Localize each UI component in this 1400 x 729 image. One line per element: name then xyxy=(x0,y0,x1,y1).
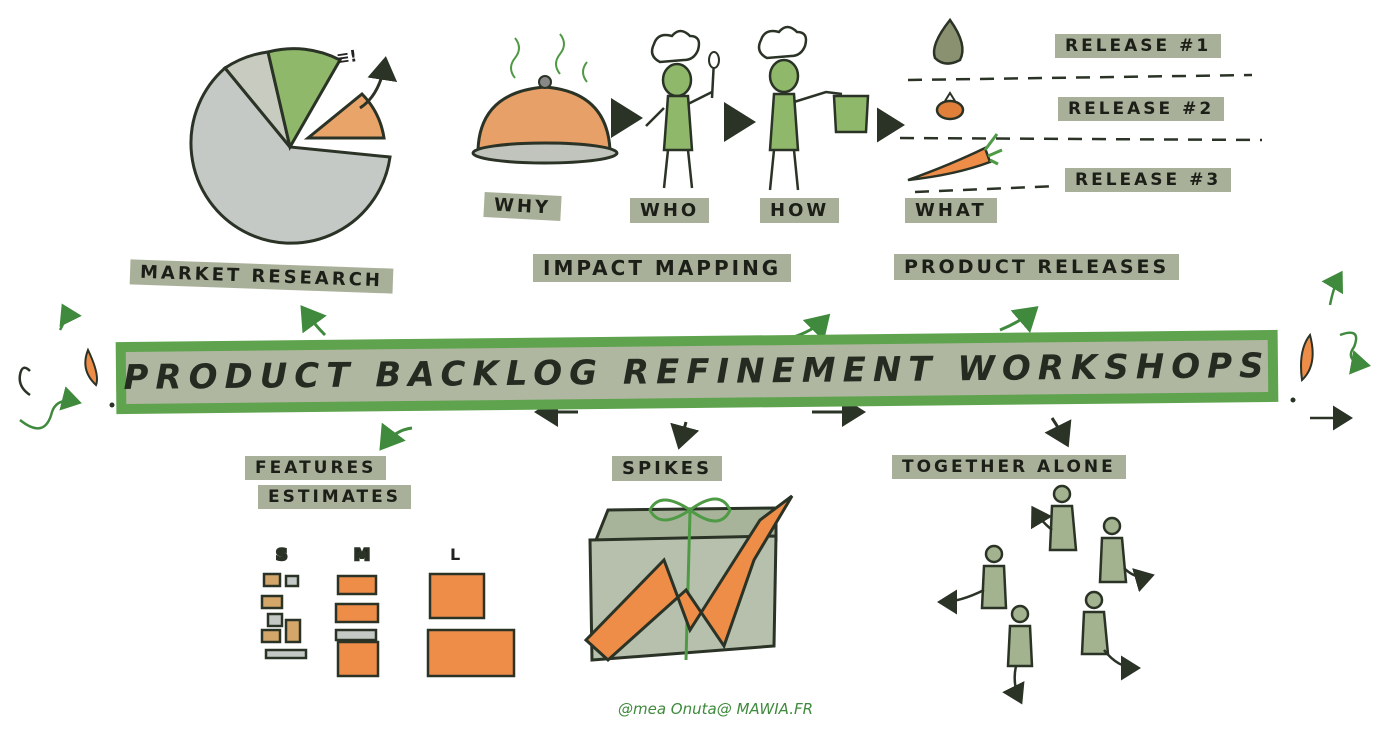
features-label: FEATURES xyxy=(245,456,387,480)
impact-mapping-label: IMPACT MAPPING xyxy=(533,254,792,282)
impact-step-what: WHAT xyxy=(905,198,997,223)
release-3-label: RELEASE #3 xyxy=(1065,168,1232,192)
credit-text: @mea Onuta@ MAWIA.FR xyxy=(618,700,814,718)
impact-step-why: WHY xyxy=(483,192,562,221)
product-releases-label: PRODUCT RELEASES xyxy=(894,254,1180,280)
right-doodle-icon xyxy=(1290,270,1371,431)
food-cloche-icon xyxy=(471,33,619,165)
chef-icon xyxy=(645,29,720,189)
left-doodle-icon xyxy=(18,303,115,430)
release-2-label: RELEASE #2 xyxy=(1058,97,1225,121)
estimates-label: ESTIMATES xyxy=(258,485,411,509)
people-icon xyxy=(980,484,1128,668)
spikes-label: SPIKES xyxy=(612,456,723,481)
chef-with-pot-icon xyxy=(757,25,870,191)
tomato-icon xyxy=(935,91,965,121)
gift-box-icon xyxy=(583,494,794,663)
together-alone-label: TOGETHER ALONE xyxy=(892,455,1126,479)
release-1-label: RELEASE #1 xyxy=(1055,34,1222,58)
onion-icon xyxy=(932,17,964,65)
pie-chart-icon: ≡! xyxy=(189,46,398,245)
size-s-label: S xyxy=(276,545,288,564)
impact-step-who: WHO xyxy=(630,198,710,223)
carrot-icon xyxy=(907,133,1003,182)
size-l-label: L xyxy=(450,545,460,564)
impact-step-how: HOW xyxy=(760,198,840,223)
size-m-label: M xyxy=(354,545,370,564)
size-blocks: S M L xyxy=(260,544,516,678)
release-separators xyxy=(899,73,1263,194)
pie-annotation-text: ≡! xyxy=(335,46,358,68)
title-banner: PRODUCT BACKLOG REFINEMENT WORKSHOPS xyxy=(115,329,1279,415)
title-banner-inner: PRODUCT BACKLOG REFINEMENT WORKSHOPS xyxy=(123,340,1271,404)
people-arrows xyxy=(937,505,1155,705)
page-title: PRODUCT BACKLOG REFINEMENT WORKSHOPS xyxy=(123,345,1271,399)
